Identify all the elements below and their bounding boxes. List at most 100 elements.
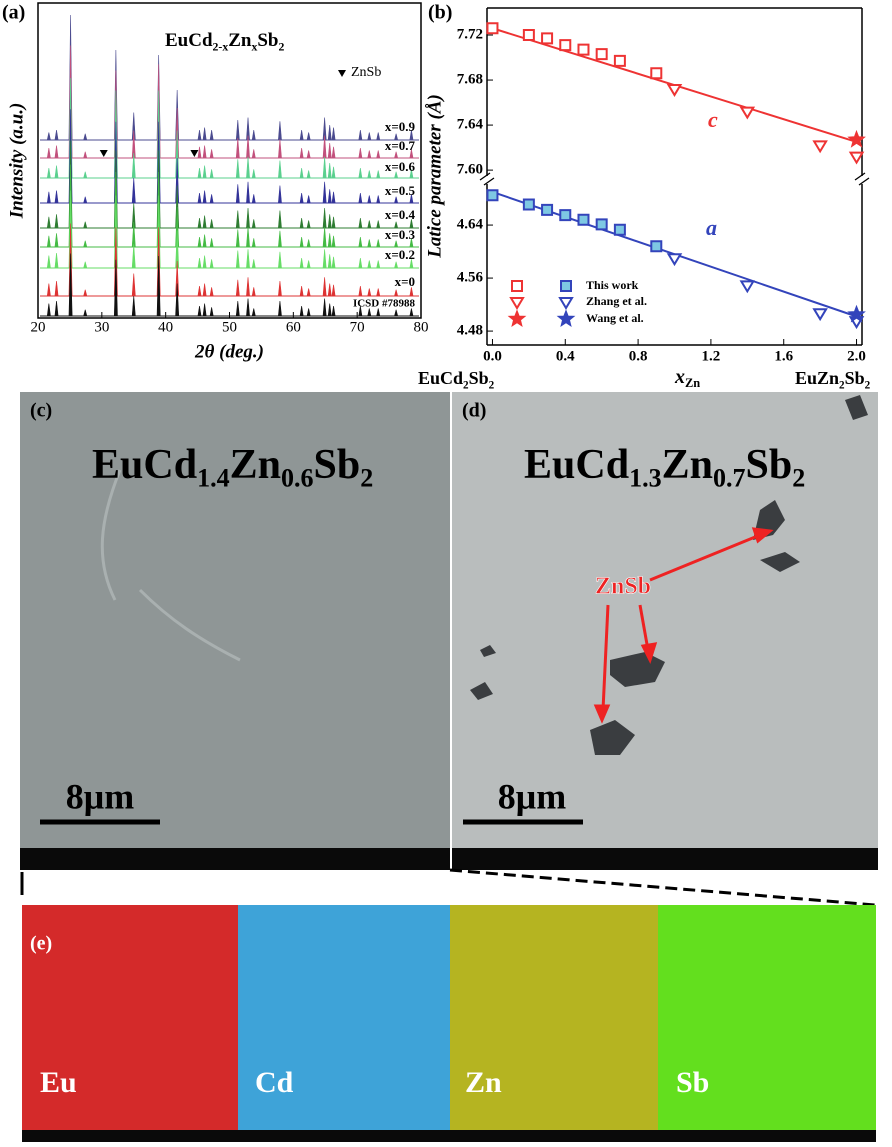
formula-part: Zn bbox=[662, 442, 713, 488]
x-tick-label: 60 bbox=[286, 319, 301, 335]
diffraction-peak bbox=[409, 129, 414, 141]
diffraction-peak bbox=[394, 196, 399, 204]
diffraction-peak bbox=[376, 150, 381, 159]
diffraction-peak bbox=[322, 249, 327, 269]
data-point bbox=[522, 29, 535, 42]
diffraction-peak bbox=[113, 259, 118, 317]
diffraction-peak bbox=[83, 133, 88, 141]
diffraction-peak bbox=[209, 169, 214, 179]
diffraction-peak bbox=[322, 207, 327, 229]
legend-label: Zhang et al. bbox=[586, 294, 647, 308]
diffraction-peak bbox=[327, 214, 332, 229]
diffraction-peak bbox=[409, 149, 414, 159]
formula-part: EuCd bbox=[92, 442, 197, 488]
diffraction-peak bbox=[235, 137, 240, 159]
diffraction-peak bbox=[54, 165, 59, 179]
diffraction-peak bbox=[394, 289, 399, 297]
series-annotation: c bbox=[708, 107, 718, 132]
diffraction-peak bbox=[278, 121, 282, 141]
diffraction-peak bbox=[197, 236, 202, 248]
subscript: 2-x bbox=[213, 40, 229, 53]
annotation-arrows bbox=[593, 527, 774, 724]
diffraction-peak bbox=[409, 287, 414, 297]
diffraction-peak bbox=[409, 308, 414, 317]
diffraction-peak bbox=[367, 170, 372, 179]
diffraction-peak bbox=[358, 305, 363, 317]
diffraction-peak bbox=[251, 287, 256, 297]
x-tick-label: 1.6 bbox=[774, 348, 793, 364]
series-label: x=0.6 bbox=[385, 159, 416, 174]
data-point bbox=[486, 189, 499, 202]
diffraction-peak bbox=[83, 289, 88, 297]
data-point bbox=[577, 43, 590, 56]
subscript: 2 bbox=[463, 379, 469, 391]
diffraction-peak bbox=[235, 184, 240, 204]
formula-part: EuZn bbox=[795, 368, 839, 388]
panel-label: (c) bbox=[30, 400, 52, 422]
data-point bbox=[595, 48, 608, 61]
data-point bbox=[847, 129, 866, 148]
x-tick-label: 0.4 bbox=[556, 348, 575, 364]
diffraction-peak bbox=[246, 298, 250, 317]
diffraction-peak bbox=[246, 226, 250, 248]
formula: xZn bbox=[674, 366, 700, 390]
formula-part: EuCd bbox=[165, 30, 213, 51]
subscript: 1.3 bbox=[629, 464, 662, 493]
formula: EuCd1.3Zn0.7Sb2 bbox=[524, 442, 805, 493]
eds-map bbox=[450, 905, 658, 1130]
zoom-line bbox=[449, 868, 876, 907]
diffraction-peak bbox=[358, 217, 363, 229]
diffraction-peak bbox=[83, 221, 88, 229]
diffraction-peak bbox=[331, 235, 336, 248]
diffraction-peak bbox=[131, 295, 136, 317]
diffraction-peak bbox=[46, 132, 51, 141]
diffraction-peak bbox=[246, 207, 250, 229]
diffraction-peak bbox=[322, 226, 327, 248]
diffraction-peak bbox=[202, 255, 207, 269]
data-point bbox=[666, 253, 683, 267]
diffraction-peak bbox=[235, 300, 240, 317]
diffraction-peak bbox=[376, 239, 381, 248]
diffraction-peak bbox=[299, 167, 304, 179]
formula-part: Sb bbox=[314, 442, 361, 488]
diffraction-peak bbox=[322, 277, 327, 297]
eds-map bbox=[238, 905, 450, 1130]
x-tick-label: 2.0 bbox=[847, 348, 866, 364]
diffraction-peak bbox=[299, 147, 304, 159]
diffraction-peak bbox=[46, 283, 51, 297]
diffraction-peak bbox=[54, 300, 59, 317]
impurity-marker bbox=[99, 150, 108, 157]
panel-label: (b) bbox=[428, 2, 452, 24]
subscript: 1.4 bbox=[197, 464, 230, 493]
formula-part: Zn bbox=[228, 30, 252, 51]
diffraction-peak bbox=[46, 255, 51, 269]
diffraction-peak bbox=[251, 129, 256, 141]
diffraction-peak bbox=[394, 240, 399, 248]
x-tick-label: 0.8 bbox=[629, 348, 648, 364]
diffraction-peak bbox=[306, 170, 311, 179]
diffraction-peak bbox=[83, 309, 88, 317]
subscript: 0.6 bbox=[281, 464, 314, 493]
legend-label: ZnSb bbox=[351, 65, 381, 80]
diffraction-peak bbox=[409, 219, 414, 229]
diffraction-peak bbox=[46, 216, 51, 229]
diffraction-peak bbox=[277, 185, 282, 204]
diffraction-peak bbox=[327, 303, 332, 317]
legend-marker bbox=[511, 280, 523, 292]
diffraction-peak bbox=[202, 127, 207, 141]
diffraction-peak bbox=[331, 284, 336, 297]
diffraction-peak bbox=[197, 192, 202, 204]
diffraction-peak bbox=[202, 234, 207, 248]
diffraction-peak bbox=[209, 129, 214, 141]
x-tick-label: 70 bbox=[350, 319, 365, 335]
sem-info-bar bbox=[20, 848, 450, 870]
diffraction-peak bbox=[299, 217, 304, 229]
data-point bbox=[666, 84, 683, 98]
x-tick-label: 40 bbox=[158, 319, 173, 335]
formula: EuCd2Sb2 bbox=[418, 368, 495, 391]
diffraction-peak bbox=[299, 285, 304, 297]
diffraction-peak bbox=[209, 149, 214, 159]
y-tick-label: 7.72 bbox=[457, 26, 483, 42]
formula-part: Sb bbox=[746, 442, 793, 488]
